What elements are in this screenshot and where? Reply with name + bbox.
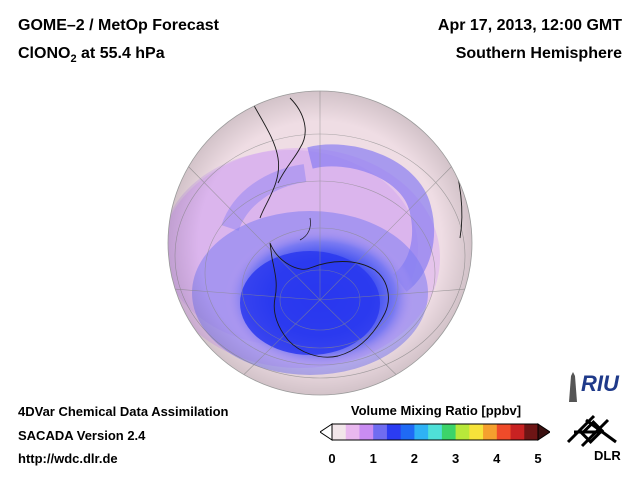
colorbar-tick-label: 2 <box>410 451 418 466</box>
colorbar <box>320 423 550 441</box>
colorbar-high-arrow <box>537 423 550 441</box>
chart-subtitle: ClONO2 at 55.4 hPa <box>18 45 165 65</box>
colorbar-cell <box>414 424 429 440</box>
colorbar-cell <box>400 424 415 440</box>
colorbar-cell <box>469 424 484 440</box>
species-name: ClONO <box>18 45 71 62</box>
region-label: Southern Hemisphere <box>455 45 622 62</box>
footer-version: SACADA Version 2.4 <box>18 428 146 443</box>
colorbar-cell <box>496 424 512 440</box>
chart-title: GOME–2 / MetOp Forecast <box>18 17 219 34</box>
colorbar-cell <box>455 424 470 440</box>
riu-logo: RIU <box>581 371 619 396</box>
footer-url[interactable]: http://wdc.dlr.de <box>18 451 118 466</box>
footer-method: 4DVar Chemical Data Assimilation <box>18 404 229 419</box>
pressure-level: at 55.4 hPa <box>76 45 165 62</box>
dlr-logo-text: DLR <box>594 448 621 463</box>
southern-hemisphere-map <box>167 90 473 396</box>
colorbar-cell <box>373 424 388 440</box>
colorbar-tick-label: 0 <box>328 451 336 466</box>
colorbar-cell <box>332 424 347 440</box>
colorbar-tick-label: 3 <box>451 451 460 466</box>
colorbar-tick-label: 1 <box>369 451 377 466</box>
colorbar-title: Volume Mixing Ratio [ppbv] <box>350 403 522 418</box>
species-subscript: 2 <box>70 53 77 66</box>
colorbar-tick-label: 4 <box>493 451 501 466</box>
riu-tower-icon <box>569 372 577 402</box>
colorbar-tick-label: 5 <box>534 451 542 466</box>
colorbar-low-arrow <box>320 423 333 441</box>
forecast-date: Apr 17, 2013, 12:00 GMT <box>437 17 622 34</box>
colorbar-cell <box>483 424 498 440</box>
colorbar-cell <box>359 424 374 440</box>
colorbar-cell <box>510 424 525 440</box>
colorbar-cell <box>428 424 443 440</box>
colorbar-cell <box>386 424 402 440</box>
colorbar-cell <box>524 424 539 440</box>
globe-outline <box>167 90 473 396</box>
colorbar-cell <box>441 424 457 440</box>
colorbar-cell <box>345 424 361 440</box>
dlr-logo-icon <box>566 414 617 448</box>
